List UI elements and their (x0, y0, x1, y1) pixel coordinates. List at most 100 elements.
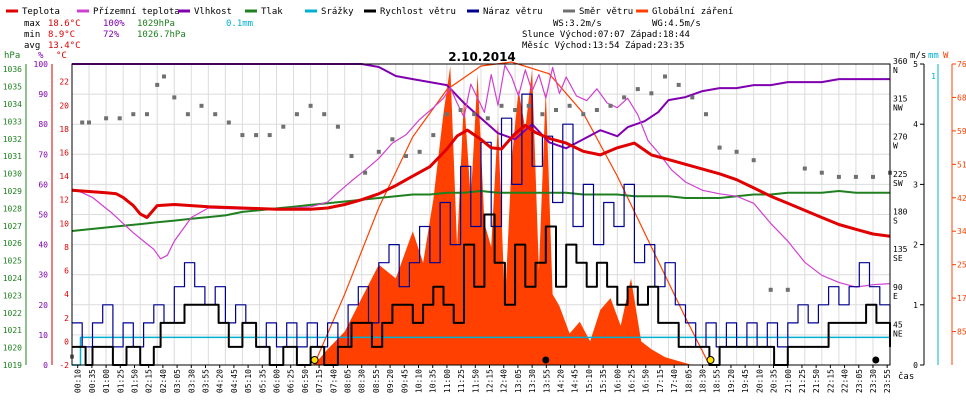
rain-unit: mm (928, 51, 939, 61)
x-tick-label: 13:55 (542, 369, 551, 393)
wind-direction-point (581, 112, 586, 117)
wind-direction-point (444, 112, 449, 117)
x-tick-label: 21:25 (798, 369, 807, 393)
dir-tick-label: 90 (893, 283, 903, 292)
stat-min-temp: 8.9°C (48, 30, 75, 40)
x-tick-label: 06:25 (287, 369, 296, 393)
legend-label-1: Přízemní teplota (93, 7, 180, 17)
stat-avg-label: avg (24, 41, 40, 51)
x-tick-label: 22:40 (841, 369, 850, 393)
wind-direction-point (472, 112, 477, 117)
stat-min-label: min (24, 30, 40, 40)
wind-direction-point (768, 287, 773, 292)
rad-tick-label: 85 (957, 328, 966, 337)
wind-direction-point (485, 116, 490, 121)
chart-legend: Teplota Přízemní teplota Vlhkost Tlak Srážky… (6, 7, 733, 17)
stat-min-hum: 72% (103, 30, 120, 40)
info-ws: WS:3.2m/s (553, 19, 602, 29)
x-tick-label: 11:00 (443, 369, 452, 393)
press-tick-label: 1035 (3, 83, 22, 92)
wind-direction-point (254, 133, 259, 138)
rad-tick-label: 595 (957, 127, 966, 136)
x-tick-label: 23:05 (855, 369, 864, 393)
wind-tick-label: 4 (913, 120, 918, 129)
x-tick-label: 21:50 (812, 369, 821, 393)
press-tick-label: 1019 (3, 361, 22, 370)
x-tick-label: 22:15 (826, 369, 835, 393)
wind-direction-point (226, 120, 231, 125)
x-tick-label: 12:40 (500, 369, 509, 393)
dir-compass-label: W (893, 141, 898, 150)
x-tick-label: 04:45 (230, 369, 239, 393)
dir-tick-label: 360 (893, 57, 908, 66)
temperature-line (71, 123, 891, 238)
x-tick-label: 18:05 (684, 369, 693, 393)
theoretical-radiation-line (313, 61, 710, 366)
wind-direction-point (349, 154, 354, 158)
wind-unit: m/s (910, 51, 926, 61)
stat-max-press: 1029hPa (137, 19, 175, 29)
x-tick-label: 00:35 (88, 369, 97, 393)
wind-direction-point (526, 103, 531, 108)
rad-tick-label: 170 (957, 294, 966, 303)
dir-tick-label: 315 (893, 95, 908, 104)
wind-direction-point (458, 108, 463, 112)
wind-direction-point (819, 170, 824, 175)
stat-max-rain: 0.1mm (226, 19, 253, 29)
temp-tick-label: 12 (59, 196, 69, 205)
wind-direction-point (635, 87, 640, 92)
temp-tick-label: 8 (64, 243, 69, 252)
rad-tick-label: 765 (957, 60, 966, 69)
legend-label-6: Náraz větru (483, 7, 543, 17)
x-tick-label: 06:50 (301, 369, 310, 393)
wind-direction-point (199, 103, 204, 108)
temp-tick-label: 0 (64, 337, 69, 346)
wind-direction-point (417, 149, 422, 154)
dir-tick-label: 180 (893, 208, 908, 217)
humidity-line (72, 63, 890, 150)
wind-direction-point (853, 174, 858, 179)
x-tick-label: 16:50 (642, 369, 651, 393)
x-tick-label: 13:05 (514, 369, 523, 393)
x-tick-label: 09:45 (400, 369, 409, 393)
rad-tick-label: 425 (957, 194, 966, 203)
wind-direction-point (594, 108, 599, 112)
x-tick-label: 17:40 (670, 369, 679, 393)
temp-tick-label: 16 (59, 149, 69, 158)
x-tick-label: 18:30 (699, 369, 708, 393)
legend-label-8: Globální záření (652, 7, 733, 17)
temp-tick-label: 2 (64, 314, 69, 323)
wind-direction-point (172, 95, 177, 100)
hum-unit: % (38, 51, 44, 61)
x-tick-label: 08:05 (344, 369, 353, 393)
temp-tick-label: -2 (59, 361, 69, 370)
stat-max-label: max (24, 19, 41, 29)
wind-direction-point (267, 133, 272, 138)
legend-label-2: Vlhkost (194, 7, 232, 17)
info-wg: WG:4.5m/s (652, 19, 701, 29)
wind-direction-point (281, 124, 286, 129)
hum-tick-label: 20 (38, 301, 48, 310)
wind-direction-point (335, 124, 340, 129)
wind-direction-point (751, 158, 756, 163)
info-sun: Slunce Východ:07:07 Západ:18:44 (522, 30, 690, 40)
rad-tick-label: 680 (957, 93, 966, 102)
wind-direction-point (294, 112, 299, 117)
x-tick-label: 13:30 (528, 369, 537, 393)
wind-tick-label: 1 (913, 301, 918, 310)
wind-direction-point (162, 74, 166, 79)
wind-direction-point (499, 103, 504, 108)
x-tick-label: 06:00 (273, 369, 282, 393)
rad-tick-label: 510 (957, 160, 966, 169)
temp-tick-label: 14 (59, 172, 69, 181)
x-tick-label: 19:45 (741, 369, 750, 393)
moon-marker (872, 356, 880, 364)
press-tick-label: 1024 (3, 274, 22, 283)
hum-tick-label: 10 (38, 331, 48, 340)
x-tick-label: 15:10 (585, 369, 594, 393)
wind-direction-point (117, 116, 122, 121)
press-unit: hPa (4, 51, 20, 61)
wind-tick-label: 5 (913, 60, 918, 69)
wind-direction-point (734, 149, 739, 154)
wind-direction-point (554, 108, 558, 112)
